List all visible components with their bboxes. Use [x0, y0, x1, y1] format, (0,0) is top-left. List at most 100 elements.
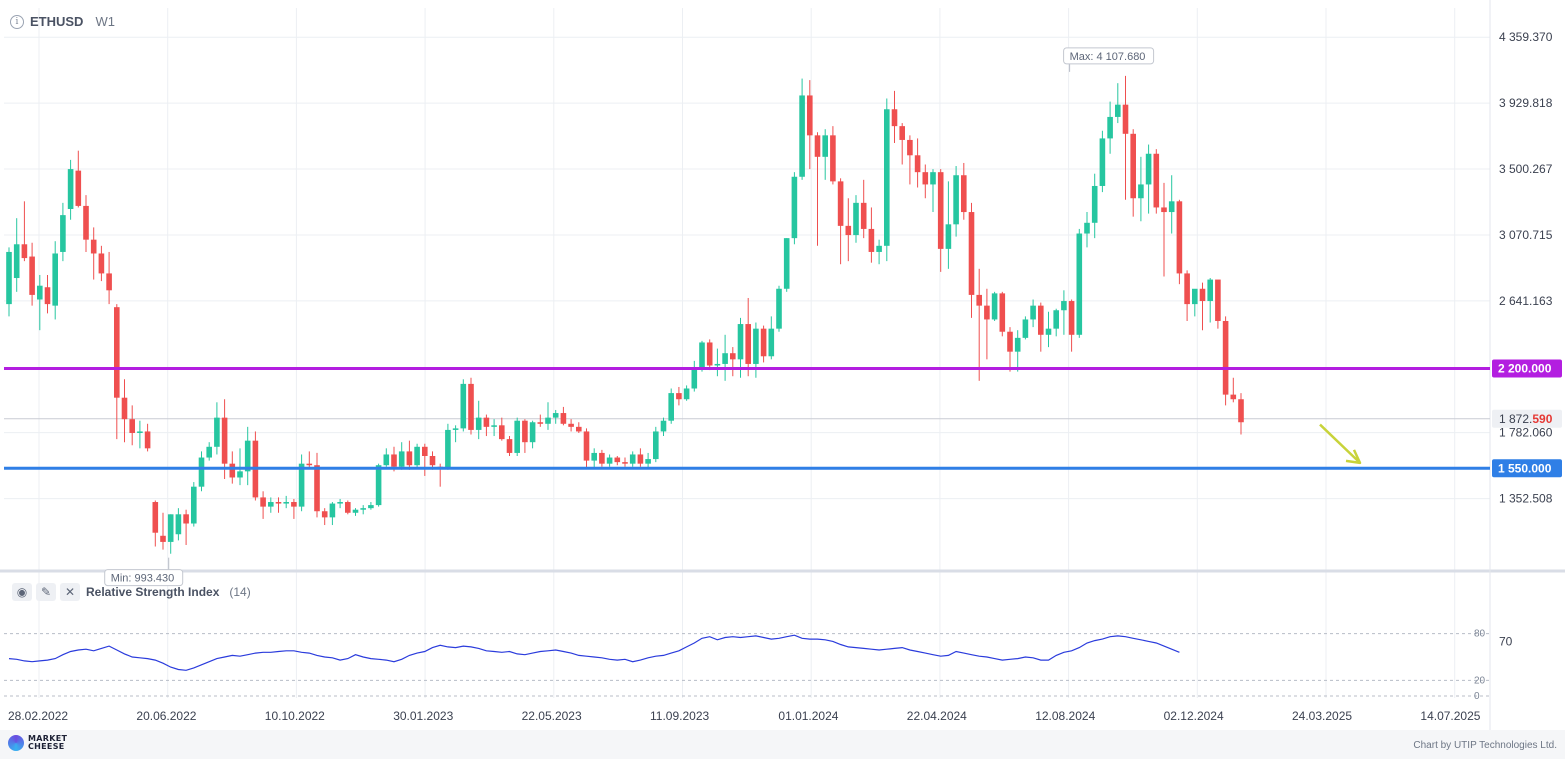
- candle-bull: [714, 348, 721, 377]
- candle-body: [1099, 138, 1106, 186]
- candle-body: [653, 431, 659, 460]
- candle-bull: [1107, 101, 1113, 154]
- candle-bear: [907, 135, 913, 185]
- candle-body: [922, 172, 929, 185]
- candle-bear: [1238, 393, 1244, 435]
- candle-bull: [1030, 299, 1036, 328]
- candle-body: [506, 439, 513, 453]
- candle-bull: [1099, 130, 1106, 193]
- candle-bear: [576, 422, 582, 433]
- current-price-badge: [1492, 409, 1562, 428]
- wrench-icon[interactable]: ✎: [36, 583, 56, 601]
- candle-bear: [1153, 149, 1160, 214]
- candle-bull: [375, 463, 382, 507]
- candle-body: [668, 393, 674, 421]
- candle-body: [560, 413, 567, 424]
- candle-bull: [460, 379, 467, 432]
- candle-bear: [599, 449, 605, 467]
- candle-body: [699, 342, 705, 369]
- candle-body: [1061, 301, 1067, 311]
- candle-bear: [221, 399, 228, 480]
- candle-body: [414, 446, 420, 466]
- candle-body: [1122, 104, 1129, 134]
- candle-body: [1038, 305, 1044, 335]
- candle-body: [606, 457, 613, 464]
- candle-bear: [837, 178, 844, 265]
- candle-body: [914, 155, 921, 173]
- candle-bull: [237, 448, 243, 486]
- candle-bull: [1014, 330, 1021, 372]
- candle-body: [1215, 279, 1221, 321]
- candle-body: [537, 422, 544, 424]
- candle-bull: [191, 482, 197, 527]
- rsi-header: ◉ ✎ ✕ Relative Strength Index (14): [12, 583, 251, 601]
- max-annotation: Max: 4 107.680: [1070, 51, 1146, 63]
- annotation-box: [1063, 47, 1155, 65]
- candle-body: [260, 497, 266, 507]
- x-tick-label: 11.09.2023: [650, 709, 709, 723]
- candle-body: [1115, 104, 1121, 117]
- candle-body: [1184, 273, 1190, 305]
- y-tick-label: 3 500.267: [1499, 162, 1553, 176]
- candle-bear: [260, 491, 266, 519]
- candle-body: [221, 417, 228, 464]
- candle-bull: [776, 285, 782, 332]
- candle-body: [406, 451, 413, 466]
- credit-text: Chart by UTIP Technologies Ltd.: [1413, 740, 1557, 751]
- candle-body: [268, 502, 274, 507]
- candle-bear: [29, 242, 35, 306]
- candle-body: [1222, 320, 1229, 395]
- candle-body: [1130, 133, 1136, 199]
- brand-line1: MARKET: [28, 734, 68, 743]
- candle-body: [907, 139, 913, 156]
- candle-body: [683, 388, 690, 400]
- eye-icon[interactable]: ◉: [12, 583, 32, 601]
- candle-bear: [406, 440, 413, 470]
- candle-body: [475, 417, 482, 430]
- candle-body: [1030, 305, 1036, 320]
- brand-logo: MARKET CHEESE: [8, 735, 67, 751]
- candle-bull: [137, 420, 143, 449]
- candle-body: [637, 454, 644, 464]
- candle-bull: [1168, 175, 1175, 234]
- candle-bear: [984, 288, 990, 360]
- candle-bull: [606, 454, 613, 467]
- candle-body: [283, 502, 289, 504]
- candle-bull: [175, 508, 182, 541]
- timeframe-label[interactable]: W1: [95, 14, 115, 29]
- candle-body: [691, 368, 698, 389]
- candle-body: [714, 363, 721, 366]
- candles-layer: [6, 75, 1244, 554]
- candle-body: [422, 446, 428, 456]
- candle-body: [1045, 328, 1052, 335]
- candle-body: [845, 225, 852, 236]
- close-icon[interactable]: ✕: [60, 583, 80, 601]
- candle-body: [391, 454, 397, 467]
- candle-bear: [429, 451, 436, 470]
- candle-bear: [275, 497, 282, 513]
- candle-body: [753, 328, 759, 364]
- symbol-label: ETHUSD: [30, 14, 84, 29]
- candle-bear: [252, 431, 259, 501]
- candle-bull: [360, 505, 366, 515]
- min-annotation: Min: 993.430: [111, 573, 175, 585]
- candle-bear: [1068, 299, 1075, 352]
- candle-bear: [506, 436, 513, 456]
- candle-body: [90, 239, 97, 254]
- candle-bull: [283, 495, 289, 509]
- candle-bull: [491, 419, 497, 437]
- candle-bear: [1176, 199, 1183, 285]
- candle-body: [1091, 185, 1098, 223]
- candle-body: [175, 514, 182, 535]
- info-circle-icon[interactable]: i: [10, 14, 24, 29]
- candle-body: [545, 417, 551, 424]
- candle-bull: [67, 159, 74, 220]
- candle-bull: [629, 451, 636, 467]
- rsi-line: [8, 634, 1180, 671]
- candle-bull: [167, 514, 174, 554]
- candle-body: [198, 457, 205, 487]
- candle-body: [114, 307, 120, 398]
- candle-body: [137, 431, 143, 433]
- candle-bear: [706, 339, 713, 371]
